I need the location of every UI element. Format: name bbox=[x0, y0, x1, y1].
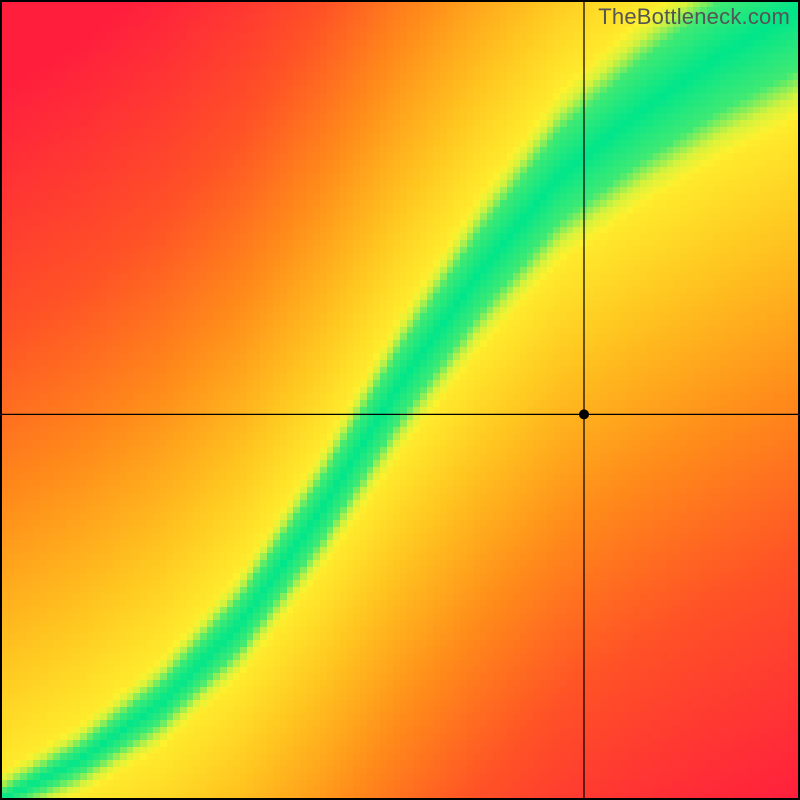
bottleneck-heatmap bbox=[0, 0, 800, 800]
chart-container: TheBottleneck.com bbox=[0, 0, 800, 800]
